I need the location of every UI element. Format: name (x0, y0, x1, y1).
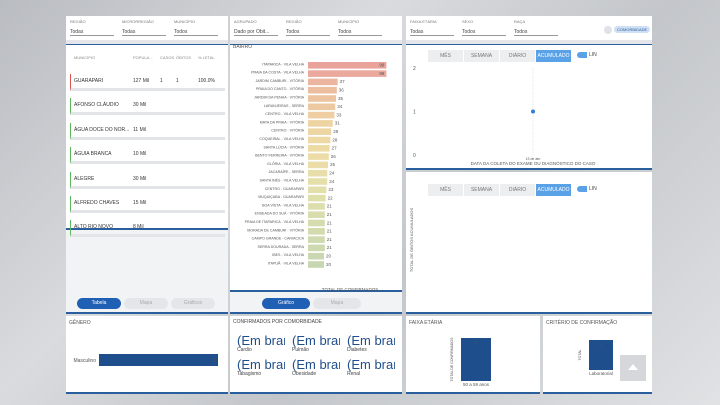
column-header: ÓBITOS (176, 55, 192, 60)
bairro-panel (230, 16, 402, 292)
filter-label: FAIXA ETÁRIA (410, 19, 437, 24)
panel-title: CONFIRMADOS POR COMORBIDADE (233, 319, 322, 325)
cell: 11 Mil (133, 126, 146, 133)
cell: 100.0% (198, 78, 215, 84)
comorbidity-value: (Em branco) (347, 357, 395, 372)
separator (406, 40, 652, 45)
filter-dropdown[interactable]: Todos (286, 29, 330, 36)
filter-dropdown[interactable]: Todas (122, 29, 166, 36)
period-tab[interactable]: SEMANA (464, 50, 499, 62)
filter-dropdown[interactable]: Todas (70, 29, 114, 36)
filter-dropdown[interactable]: Todos (174, 29, 218, 36)
comorbidity-label: Obesidade (292, 371, 317, 377)
row-bg[interactable] (70, 74, 225, 91)
row-bg[interactable] (70, 98, 225, 116)
comorbidity-value: (Em branco) (237, 333, 285, 348)
filter-label: MUNICÍPIO (174, 19, 196, 24)
cell: 30 Mil (133, 102, 147, 109)
comorbidity-value: (Em branco) (347, 333, 395, 348)
cell: 8 Mil (133, 224, 144, 231)
row-bg[interactable] (70, 171, 225, 189)
filter-label: MUNICÍPIO (338, 19, 360, 24)
period-tab[interactable]: ACUMULADO (536, 50, 571, 62)
gender-panel (66, 316, 228, 394)
cell: ÁGUIA BRANCA (74, 151, 112, 158)
period-tab[interactable]: ACUMULADO (536, 184, 571, 196)
cell: 30 Mil (133, 175, 147, 182)
column-header: % LETAL (198, 55, 215, 60)
filter-dropdown[interactable]: Todos (514, 29, 558, 36)
comorbidity-panel (230, 316, 402, 394)
cell: 10 Mil (133, 151, 147, 158)
add-button[interactable] (604, 26, 612, 34)
cell: ÁGUA DOCE DO NOR... (74, 126, 130, 133)
cell: 127 Mil (133, 78, 150, 84)
toggle[interactable]: LIN (577, 52, 597, 58)
comorbidity-value: (Em branco) (237, 357, 285, 372)
separator (230, 40, 402, 45)
comorbidity-button[interactable]: COMORBIDADE (614, 26, 651, 33)
filter-dropdown[interactable]: Dado por Obit... (234, 29, 278, 36)
toggle[interactable]: LIN (577, 186, 597, 192)
comorbidity-label: Diabetes (347, 347, 367, 353)
period-tab[interactable]: MÊS (428, 50, 463, 62)
arrow-icon (628, 364, 638, 370)
tab-button[interactable]: Mapa (313, 298, 361, 309)
comorbidity-value: (Em branco) (292, 333, 340, 348)
tab-button[interactable]: Gráficos (171, 298, 215, 309)
tab-button[interactable]: Mapa (124, 298, 168, 309)
column-header: MUNICÍPIO (74, 55, 96, 60)
comorbidity-label: Renal (347, 371, 361, 377)
separator (66, 40, 228, 45)
comorbidity-label: Pulmão (292, 347, 309, 353)
scroll-top-button[interactable] (620, 355, 646, 381)
tab-button[interactable]: Tabela (77, 298, 121, 309)
filter-label: SEXO (462, 19, 474, 24)
cell: ALFREDO CHAVES (74, 200, 120, 206)
row-bg[interactable] (70, 122, 225, 140)
cell: 1 (160, 78, 163, 84)
filter-label: AGRUPADO (234, 19, 257, 24)
period-tab[interactable]: DIÁRIO (500, 184, 535, 196)
filter-label: REGIÃO (286, 19, 302, 24)
comorbidity-label: Cardio (237, 347, 252, 353)
cell: GUARAPARI (74, 78, 104, 84)
period-tab[interactable]: MÊS (428, 184, 463, 196)
period-tab[interactable]: DIÁRIO (500, 50, 535, 62)
tab-button[interactable]: Gráfico (262, 298, 310, 309)
comorbidity-value: (Em branco) (292, 357, 340, 372)
filter-dropdown[interactable]: Todas (410, 29, 454, 36)
cell: ALTO RIO NOVO (74, 224, 113, 231)
period-tab[interactable]: SEMANA (464, 184, 499, 196)
cell: AFONSO CLÁUDIO (74, 102, 119, 109)
comorbidity-label: Tabagismo (237, 371, 262, 377)
column-header: POPULA... (133, 55, 153, 60)
filter-label: MICRORREGIÃO (122, 19, 154, 24)
column-header: CASOS (160, 55, 175, 60)
table-panel (66, 16, 228, 230)
filter-dropdown[interactable]: Todos (338, 29, 382, 36)
cell: ALEGRE (74, 175, 95, 182)
row-bg[interactable] (70, 147, 225, 165)
cell: 15 Mil (133, 200, 147, 206)
cell: 1 (176, 78, 179, 84)
filter-dropdown[interactable]: Todos (462, 29, 506, 36)
filter-label: RAÇA (514, 19, 526, 24)
row-bg[interactable] (70, 196, 225, 213)
row-bg[interactable] (70, 220, 225, 238)
age-panel (406, 316, 540, 394)
filter-label: REGIÃO (70, 19, 86, 24)
